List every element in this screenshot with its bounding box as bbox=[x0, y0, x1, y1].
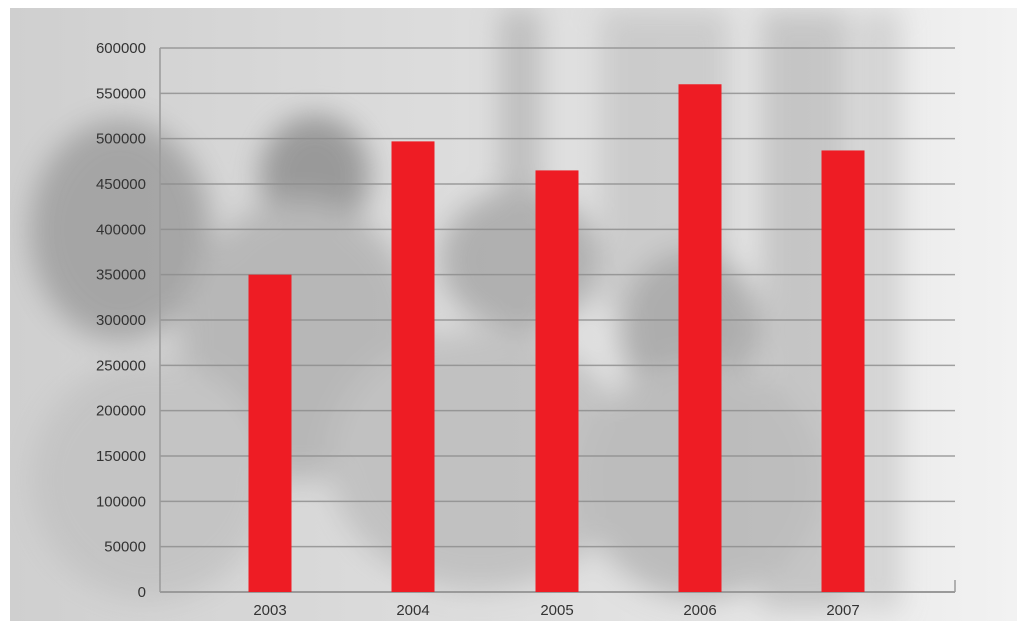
bar-2006 bbox=[678, 84, 722, 593]
y-tick-label: 150000 bbox=[96, 448, 146, 465]
y-tick-label: 100000 bbox=[96, 493, 146, 510]
y-tick-label: 200000 bbox=[96, 403, 146, 420]
y-tick-label: 600000 bbox=[96, 40, 146, 57]
y-tick-label: 400000 bbox=[96, 221, 146, 238]
x-tick-label: 2005 bbox=[540, 602, 573, 619]
y-tick-label: 0 bbox=[138, 584, 146, 601]
y-tick-label: 350000 bbox=[96, 267, 146, 284]
y-tick-label: 50000 bbox=[104, 539, 146, 556]
y-tick-label: 500000 bbox=[96, 131, 146, 148]
y-tick-label: 450000 bbox=[96, 176, 146, 193]
bar-2003 bbox=[248, 274, 292, 592]
bar-2007 bbox=[821, 150, 865, 592]
bar-2005 bbox=[535, 170, 579, 592]
x-tick-labels: 2003 2004 2005 2006 2007 bbox=[253, 602, 859, 619]
x-tick-label: 2003 bbox=[253, 602, 286, 619]
y-tick-labels: 0 50000 100000 150000 200000 250000 300000 3500… bbox=[96, 40, 146, 601]
y-tick-label: 250000 bbox=[96, 357, 146, 374]
x-tick-label: 2004 bbox=[396, 602, 429, 619]
y-tick-label: 300000 bbox=[96, 312, 146, 329]
x-tick-label: 2006 bbox=[683, 602, 716, 619]
y-tick-label: 550000 bbox=[96, 85, 146, 102]
bar-2004 bbox=[391, 141, 435, 593]
bars bbox=[248, 84, 865, 593]
x-tick-label: 2007 bbox=[826, 602, 859, 619]
